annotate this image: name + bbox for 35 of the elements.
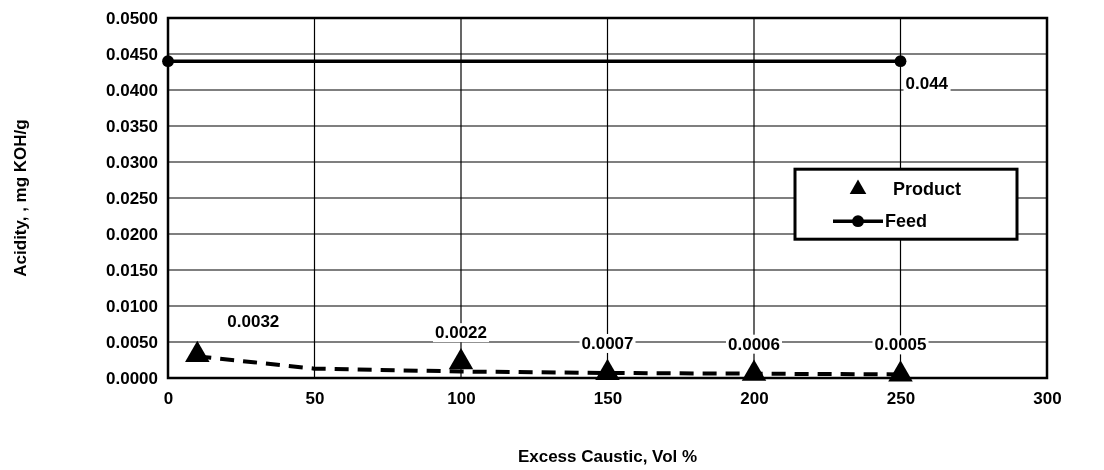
data-label: 0.0005 [874, 335, 927, 355]
x-tick-label: 150 [593, 389, 623, 409]
y-tick-label: 0.0500 [106, 8, 158, 28]
point [894, 55, 907, 68]
y-tick-label: 0.0000 [106, 368, 158, 388]
y-tick-label: 0.0200 [106, 224, 158, 244]
x-tick-label: 250 [886, 389, 916, 409]
y-axis-title: Acidity, , mg KOH/g [11, 119, 30, 277]
x-tick-label: 300 [1033, 389, 1062, 409]
data-label: 0.0022 [435, 323, 487, 343]
legend-label: Product [893, 179, 962, 200]
x-tick-label: 100 [447, 389, 476, 409]
point [162, 55, 174, 68]
point [185, 340, 210, 363]
y-tick-label: 0.0400 [106, 80, 158, 100]
data-label: 0.0032 [227, 311, 280, 331]
y-tick-label: 0.0450 [106, 44, 158, 64]
point [448, 348, 474, 370]
legend-label: Feed [885, 211, 928, 232]
y-tick-label: 0.0050 [106, 332, 158, 352]
point [595, 358, 620, 381]
y-tick-label: 0.0150 [106, 260, 158, 280]
x-tick-label: 50 [305, 389, 325, 409]
x-tick-label: 0 [163, 389, 174, 409]
point [741, 359, 767, 381]
point [888, 360, 913, 382]
data-label: 0.0007 [581, 333, 634, 353]
x-tick-label: 200 [740, 389, 769, 409]
y-tick-label: 0.0250 [106, 188, 158, 208]
data-label: 0.044 [905, 74, 949, 94]
x-axis-title: Excess Caustic, Vol % [517, 447, 698, 466]
y-tick-label: 0.0300 [106, 152, 158, 172]
y-tick-label: 0.0100 [106, 296, 158, 316]
data-label: 0.0006 [728, 334, 780, 354]
y-tick-label: 0.0350 [106, 116, 158, 136]
